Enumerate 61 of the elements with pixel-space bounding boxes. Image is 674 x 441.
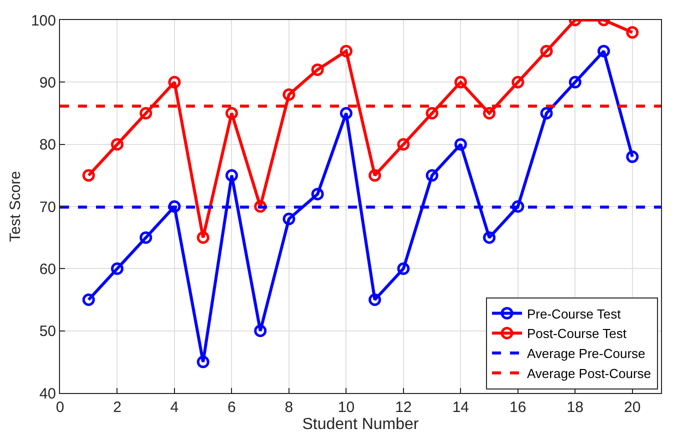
point bbox=[110, 262, 124, 275]
x-tick-label: 0 bbox=[56, 399, 64, 416]
point bbox=[140, 107, 152, 120]
point bbox=[397, 262, 410, 275]
x-axis-title: Student Number bbox=[302, 416, 420, 433]
point bbox=[340, 44, 352, 58]
point bbox=[254, 324, 267, 338]
point bbox=[340, 107, 352, 120]
point bbox=[626, 26, 639, 39]
point bbox=[454, 138, 467, 151]
point bbox=[598, 44, 610, 58]
x-tick-label: 8 bbox=[284, 399, 294, 416]
x-tick-label: 12 bbox=[395, 399, 412, 416]
point bbox=[454, 76, 467, 88]
y-tick-label: 70 bbox=[39, 198, 56, 216]
point bbox=[483, 231, 496, 244]
y-tick-label: 60 bbox=[39, 260, 56, 278]
point bbox=[626, 150, 639, 164]
point bbox=[368, 169, 382, 182]
point bbox=[82, 169, 95, 182]
y-tick-label: 80 bbox=[39, 136, 56, 154]
x-tick-label: 6 bbox=[228, 399, 236, 416]
point bbox=[512, 200, 524, 213]
point bbox=[168, 200, 181, 213]
point bbox=[110, 138, 124, 151]
point bbox=[168, 76, 181, 88]
legend-label: Average Post-Course bbox=[526, 366, 652, 381]
y-tick-label: 100 bbox=[30, 12, 56, 30]
point bbox=[483, 107, 496, 120]
point bbox=[397, 138, 410, 151]
point bbox=[512, 76, 524, 88]
x-tick-label: 20 bbox=[624, 399, 641, 416]
point bbox=[140, 231, 152, 244]
y-axis-title: Test Score bbox=[7, 171, 24, 242]
x-tick-label: 18 bbox=[566, 399, 584, 416]
x-tick-label: 10 bbox=[338, 399, 355, 416]
point bbox=[225, 169, 238, 182]
point bbox=[82, 294, 95, 306]
legend-label: Post-Course Test bbox=[526, 326, 627, 342]
point bbox=[311, 63, 324, 76]
point bbox=[282, 88, 296, 101]
legend-label: Average Pre-Course bbox=[526, 346, 646, 362]
point bbox=[196, 356, 210, 368]
y-tick-label: 90 bbox=[39, 74, 56, 92]
point bbox=[426, 107, 438, 120]
x-tick-label: 2 bbox=[113, 399, 122, 416]
point bbox=[540, 44, 553, 58]
point bbox=[311, 188, 324, 200]
point bbox=[368, 294, 382, 306]
legend-label: Pre-Course Test bbox=[526, 306, 622, 322]
y-tick-label: 50 bbox=[39, 323, 56, 340]
x-tick-label: 4 bbox=[170, 399, 179, 416]
x-tick-label: 16 bbox=[510, 399, 526, 416]
point bbox=[540, 107, 553, 120]
point bbox=[426, 169, 438, 182]
y-tick-label: 40 bbox=[39, 385, 56, 402]
point bbox=[225, 107, 238, 120]
point bbox=[196, 231, 210, 244]
point bbox=[568, 76, 582, 88]
point bbox=[282, 212, 296, 226]
x-tick-label: 14 bbox=[452, 399, 470, 416]
